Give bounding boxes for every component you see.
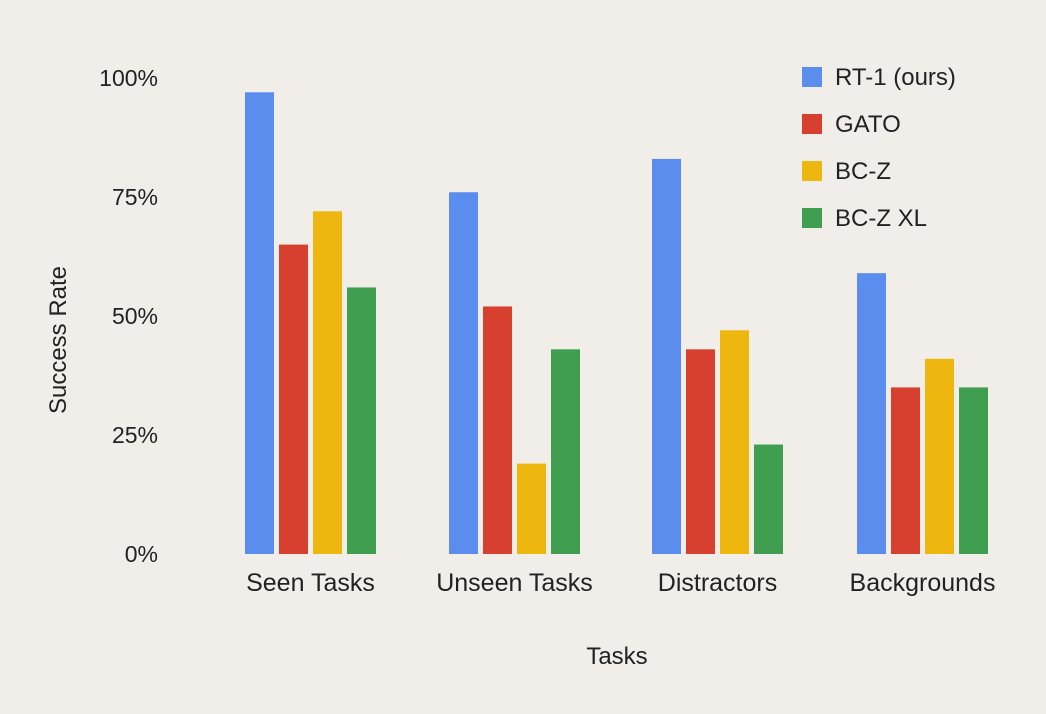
bars xyxy=(245,92,988,555)
legend-swatch xyxy=(802,114,822,134)
bar-rt-1-ours xyxy=(652,158,681,555)
y-tick-label: 75% xyxy=(112,184,158,210)
bar-bc-z-xl xyxy=(347,287,376,554)
legend-label: GATO xyxy=(835,111,901,138)
bar-bc-z xyxy=(517,463,546,554)
bar-bc-z-xl xyxy=(754,444,783,554)
bar-rt-1-ours xyxy=(449,192,478,555)
bar-rt-1-ours xyxy=(245,92,274,554)
y-tick-label: 25% xyxy=(112,422,158,448)
legend-label: BC-Z xyxy=(835,158,891,185)
x-axis-categories: Seen Tasks Unseen Tasks Distractors Backgro… xyxy=(246,569,995,597)
bar-rt-1-ours xyxy=(857,273,886,554)
bar-gato xyxy=(891,387,920,554)
legend: RT-1 (ours) GATO BC-Z BC-Z XL xyxy=(802,64,956,232)
x-category-label: Backgrounds xyxy=(850,569,996,597)
bar-bc-z-xl xyxy=(959,387,988,554)
y-axis-ticks: 0% 25% 50% 75% 100% xyxy=(99,65,158,567)
y-tick-label: 50% xyxy=(112,303,158,329)
bar-gato xyxy=(686,349,715,554)
bar-bc-z xyxy=(925,358,954,554)
y-tick-label: 0% xyxy=(125,541,158,567)
bar-gato xyxy=(483,306,512,554)
x-category-label: Distractors xyxy=(658,569,777,597)
legend-swatch xyxy=(802,161,822,181)
legend-swatch xyxy=(802,67,822,87)
legend-label: RT-1 (ours) xyxy=(835,64,956,91)
x-category-label: Seen Tasks xyxy=(246,569,375,597)
bar-bc-z-xl xyxy=(551,349,580,554)
bar-bc-z xyxy=(313,211,342,554)
x-category-label: Unseen Tasks xyxy=(436,569,593,597)
x-axis-title: Tasks xyxy=(586,643,647,670)
bar-gato xyxy=(279,244,308,554)
y-tick-label: 100% xyxy=(99,65,158,91)
legend-swatch xyxy=(802,208,822,228)
legend-label: BC-Z XL xyxy=(835,205,927,232)
bar-bc-z xyxy=(720,330,749,554)
y-axis-title: Success Rate xyxy=(45,266,72,414)
